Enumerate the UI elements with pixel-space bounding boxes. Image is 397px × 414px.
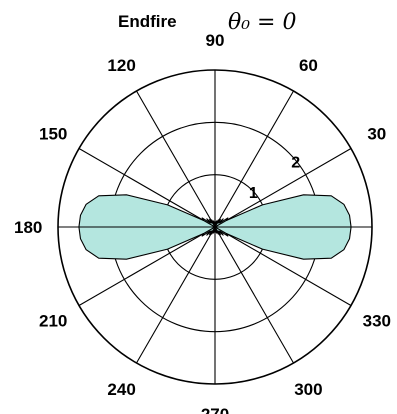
radial-tick-label: 1 bbox=[249, 185, 258, 202]
grid-spoke bbox=[136, 226, 216, 364]
grid-spoke bbox=[78, 148, 216, 228]
angle-tick-label: 240 bbox=[107, 380, 135, 399]
angle-tick-label: 90 bbox=[206, 31, 225, 50]
chart-title: Endfire bbox=[118, 12, 177, 31]
angle-tick-label: 150 bbox=[39, 125, 67, 144]
angle-tick-label: 210 bbox=[39, 311, 67, 330]
angle-tick-label: 120 bbox=[107, 56, 135, 75]
angle-spokes bbox=[58, 70, 372, 384]
grid-spoke bbox=[214, 148, 352, 228]
grid-spoke bbox=[78, 226, 216, 306]
angle-tick-label: 330 bbox=[363, 311, 391, 330]
angle-tick-label: 270 bbox=[201, 405, 229, 414]
angle-tick-label: 30 bbox=[367, 125, 386, 144]
angle-tick-label: 300 bbox=[294, 380, 322, 399]
grid-spoke bbox=[214, 90, 294, 228]
chart-title-math: θ₀ = 0 bbox=[228, 10, 296, 35]
tick-labels: 030609012015018021024027030033012 bbox=[14, 31, 391, 414]
angle-tick-label: 180 bbox=[14, 218, 42, 237]
grid-spoke bbox=[136, 90, 216, 228]
angle-tick-label: 60 bbox=[299, 56, 318, 75]
grid-spoke bbox=[214, 226, 294, 364]
grid-spoke bbox=[214, 226, 352, 306]
radial-tick-label: 2 bbox=[291, 155, 300, 172]
